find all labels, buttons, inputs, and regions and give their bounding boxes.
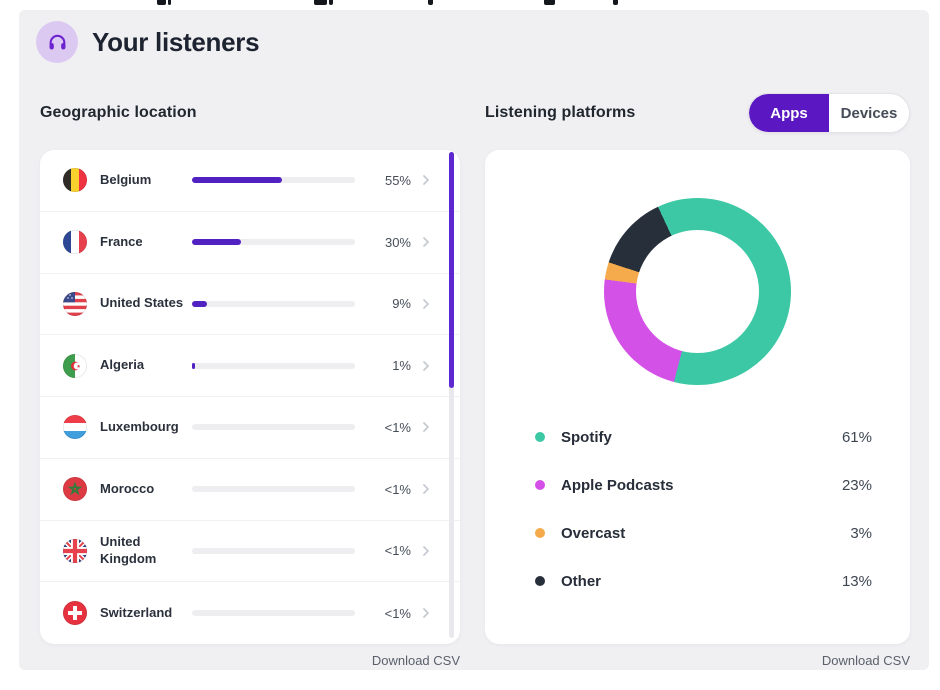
- platforms-legend: Spotify 61% Apple Podcasts 23% Overcast …: [485, 413, 910, 605]
- country-name: Belgium: [100, 171, 152, 187]
- country-percent: 1%: [392, 358, 411, 374]
- country-row-united-states[interactable]: United States 9%: [40, 274, 460, 336]
- chevron-right-icon: [423, 484, 429, 495]
- geo-section-title: Geographic location: [40, 104, 197, 121]
- legend-dot: [535, 528, 545, 538]
- chevron-right-icon: [423, 360, 429, 371]
- share-bar: [192, 610, 355, 617]
- country-row-switzerland[interactable]: Switzerland <1%: [40, 582, 460, 644]
- country-row-france[interactable]: France 30%: [40, 212, 460, 274]
- your-listeners-panel: Your listeners Geographic location Belgi…: [19, 10, 929, 670]
- apps-devices-toggle: Apps Devices: [748, 93, 910, 133]
- chevron-right-icon: [423, 237, 429, 248]
- country-row-morocco[interactable]: Morocco <1%: [40, 459, 460, 521]
- share-bar: [192, 424, 355, 431]
- share-bar: [192, 177, 355, 184]
- flag-icon-be: [63, 168, 87, 193]
- legend-value: 61%: [841, 428, 872, 446]
- platforms-donut-chart: [604, 198, 791, 385]
- legend-row-overcast: Overcast 3%: [535, 509, 872, 557]
- scrollbar-track[interactable]: [449, 154, 454, 638]
- country-name: France: [100, 233, 143, 249]
- legend-row-apple-podcasts: Apple Podcasts 23%: [535, 461, 872, 509]
- country-name: Switzerland: [100, 604, 173, 620]
- country-row-luxembourg[interactable]: Luxembourg <1%: [40, 397, 460, 459]
- country-row-united-kingdom[interactable]: United Kingdom <1%: [40, 521, 460, 583]
- headphones-icon: [36, 21, 78, 63]
- legend-row-spotify: Spotify 61%: [535, 413, 872, 461]
- chevron-right-icon: [423, 298, 429, 309]
- country-percent: 55%: [384, 172, 411, 188]
- tab-apps[interactable]: Apps: [749, 94, 829, 132]
- flag-icon-lu: [63, 415, 87, 440]
- country-name: Morocco: [100, 480, 155, 496]
- tab-devices[interactable]: Devices: [829, 94, 909, 132]
- platforms-chart-card: Spotify 61% Apple Podcasts 23% Overcast …: [485, 150, 910, 644]
- legend-value: 13%: [841, 572, 872, 590]
- chevron-right-icon: [423, 422, 429, 433]
- country-percent: <1%: [384, 605, 411, 621]
- legend-row-other: Other 13%: [535, 557, 872, 605]
- flag-icon-us: [63, 291, 87, 316]
- flag-icon-dz: [63, 353, 87, 378]
- flag-icon-ma: [63, 477, 87, 502]
- country-name: Luxembourg: [100, 418, 179, 434]
- download-csv-platforms-link[interactable]: Download CSV: [821, 653, 910, 668]
- country-name: United States: [100, 295, 184, 311]
- share-bar: [192, 362, 355, 369]
- chevron-right-icon: [423, 545, 429, 556]
- country-percent: 9%: [392, 296, 411, 312]
- flag-icon-gb: [63, 538, 87, 563]
- page-title: Your listeners: [92, 26, 260, 57]
- geographic-location-section: Geographic location Belgium 55% France 3…: [40, 76, 460, 670]
- chevron-right-icon: [423, 608, 429, 619]
- country-name: United Kingdom: [100, 533, 157, 566]
- legend-label: Spotify: [561, 428, 612, 446]
- country-list-card: Belgium 55% France 30%: [40, 150, 460, 644]
- share-bar: [192, 300, 355, 307]
- legend-dot: [535, 480, 545, 490]
- share-bar: [192, 239, 355, 246]
- country-row-belgium[interactable]: Belgium 55%: [40, 150, 460, 212]
- legend-label: Other: [561, 572, 602, 590]
- flag-icon-ch: [63, 601, 87, 626]
- legend-value: 23%: [841, 476, 872, 494]
- country-name: Algeria: [100, 357, 145, 373]
- page-header: Your listeners: [36, 21, 260, 63]
- country-percent: 30%: [384, 234, 411, 250]
- share-bar: [192, 486, 355, 493]
- legend-dot: [535, 576, 545, 586]
- download-csv-geo-link[interactable]: Download CSV: [371, 653, 460, 668]
- legend-dot: [535, 432, 545, 442]
- share-bar: [192, 547, 355, 554]
- country-percent: <1%: [384, 419, 411, 435]
- legend-label: Apple Podcasts: [561, 476, 674, 494]
- country-percent: <1%: [384, 481, 411, 497]
- cropped-text-fragments: [0, 0, 940, 9]
- chevron-right-icon: [423, 175, 429, 186]
- flag-icon-fr: [63, 230, 87, 255]
- scrollbar-thumb[interactable]: [449, 152, 454, 388]
- listening-platforms-section: Listening platforms Apps Devices Spotify…: [485, 76, 910, 670]
- country-row-algeria[interactable]: Algeria 1%: [40, 335, 460, 397]
- country-percent: <1%: [384, 543, 411, 559]
- donut-hole: [636, 230, 759, 353]
- legend-value: 3%: [850, 524, 872, 542]
- platforms-section-title: Listening platforms: [485, 104, 636, 121]
- legend-label: Overcast: [561, 524, 626, 542]
